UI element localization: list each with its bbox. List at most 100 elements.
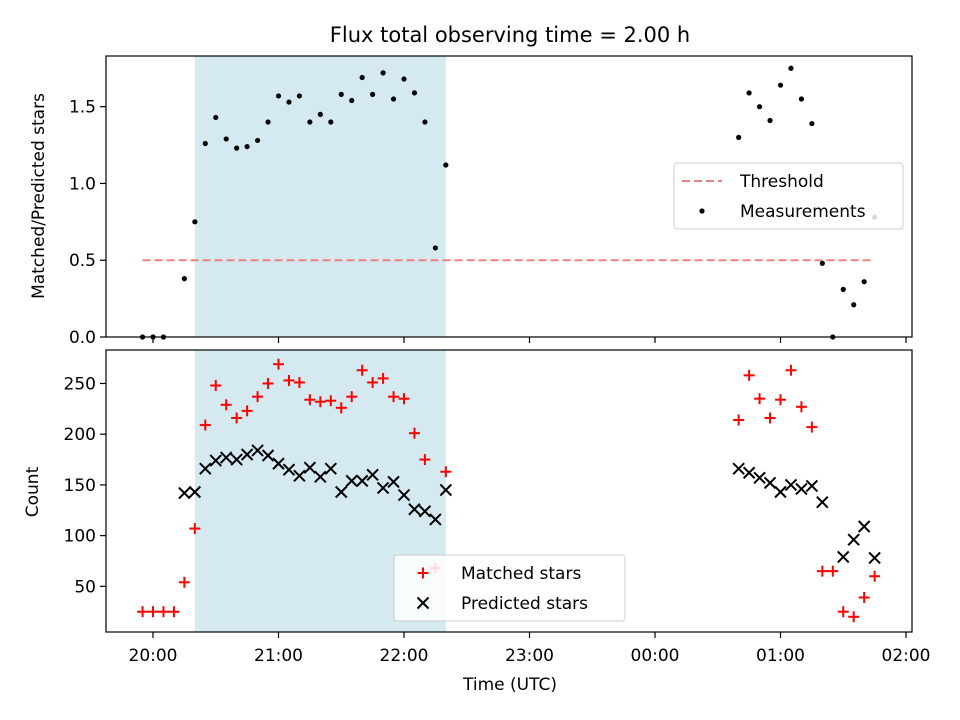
x-tick-label: 21:00 <box>254 646 303 666</box>
legend-matched-label: Matched stars <box>461 564 581 584</box>
data-point <box>359 74 365 81</box>
data-point <box>743 369 755 381</box>
x-tick-label: 01:00 <box>756 646 805 666</box>
data-point <box>439 483 453 497</box>
data-point <box>349 97 355 104</box>
data-point <box>199 462 212 475</box>
data-point <box>429 513 442 526</box>
legend-measurements-swatch <box>699 208 705 214</box>
chart-title: Flux total observing time = 2.00 h <box>330 23 690 47</box>
data-point-d2 <box>857 520 871 533</box>
data-point <box>307 119 313 125</box>
data-point-d2 <box>408 503 421 516</box>
data-point <box>432 245 438 251</box>
data-point-d2 <box>784 478 798 492</box>
data-point <box>387 475 400 489</box>
data-point <box>335 402 347 414</box>
data-point <box>785 364 797 376</box>
data-point <box>763 476 777 490</box>
y-tick-label: 200 <box>64 425 96 445</box>
data-point <box>827 565 839 577</box>
data-point <box>840 286 846 292</box>
data-point <box>286 99 292 105</box>
data-point-d2 <box>251 444 264 457</box>
y-tick-label: 1.0 <box>69 174 96 194</box>
data-point <box>401 76 407 82</box>
data-point <box>742 466 756 479</box>
y-tick-label: 50 <box>74 577 96 597</box>
data-point-d2 <box>847 533 860 546</box>
data-point <box>251 444 264 457</box>
data-point <box>819 260 825 266</box>
data-point <box>293 376 305 388</box>
data-point-d2 <box>293 469 306 482</box>
x-tick-label: 00:00 <box>631 646 680 666</box>
data-point <box>283 374 295 386</box>
data-point-d2 <box>240 448 254 461</box>
observing-window-span <box>194 56 446 337</box>
data-point <box>795 482 808 496</box>
data-point <box>210 380 222 392</box>
top-legend-box <box>673 162 904 230</box>
y-tick-label: 250 <box>64 374 96 394</box>
data-point-d2 <box>774 485 787 499</box>
data-point <box>147 606 159 618</box>
data-point <box>754 393 766 405</box>
data-point <box>861 279 867 285</box>
data-point-d2 <box>387 475 400 489</box>
data-point-d2 <box>868 551 881 565</box>
data-point <box>837 606 849 618</box>
data-point-d2 <box>753 471 766 485</box>
data-point <box>209 454 222 467</box>
top-y-axis-label: Matched/Predicted stars <box>29 93 49 299</box>
data-point <box>366 468 379 481</box>
data-point-d2 <box>178 486 191 500</box>
data-point-d2 <box>805 479 819 493</box>
data-point <box>788 65 794 71</box>
x-tick-label: 23:00 <box>505 646 554 666</box>
data-point <box>240 448 254 461</box>
data-point <box>775 394 786 406</box>
x-tick-label: 22:00 <box>380 646 429 666</box>
data-point-d2 <box>314 470 327 484</box>
data-point <box>345 474 358 488</box>
data-point <box>795 401 807 413</box>
data-point <box>767 117 773 124</box>
data-point <box>816 565 828 577</box>
data-point <box>837 550 850 564</box>
data-point <box>440 466 452 478</box>
legend-threshold-label: Threshold <box>739 172 824 192</box>
data-point <box>335 485 348 499</box>
data-point <box>377 372 389 384</box>
data-point <box>338 91 344 97</box>
data-point <box>213 114 219 121</box>
data-point <box>137 606 149 618</box>
data-point-d2 <box>188 485 202 499</box>
data-point <box>328 119 334 125</box>
data-point <box>408 427 420 439</box>
data-point <box>181 276 187 282</box>
x-tick-label: 20:00 <box>129 646 178 666</box>
legend-matched-swatch <box>417 567 429 579</box>
y-tick-label: 0.0 <box>69 328 96 348</box>
data-point-d2 <box>763 476 777 490</box>
data-point <box>317 111 323 117</box>
data-point <box>220 399 232 411</box>
data-point <box>419 454 431 466</box>
data-point-d2 <box>397 488 411 502</box>
data-point <box>753 471 766 485</box>
data-point <box>303 461 317 474</box>
y-tick-label: 100 <box>64 527 96 547</box>
data-point <box>157 606 169 618</box>
data-point <box>443 162 449 168</box>
data-point <box>851 302 857 308</box>
data-point <box>261 449 275 462</box>
data-point <box>178 576 190 588</box>
data-point <box>282 463 296 476</box>
legend-predicted-label: Predicted stars <box>461 594 588 614</box>
data-point <box>777 82 784 88</box>
data-point <box>398 393 410 405</box>
data-point <box>273 358 284 370</box>
data-point <box>816 495 829 509</box>
